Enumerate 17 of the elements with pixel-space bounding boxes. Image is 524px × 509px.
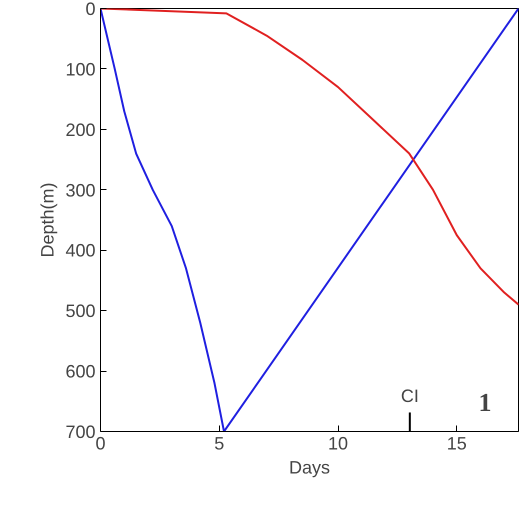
annotation: CI <box>400 386 419 406</box>
y-axis-title: Depth(m) <box>37 182 58 258</box>
line-series <box>100 8 518 432</box>
x-tick-label: 5 <box>214 434 224 454</box>
x-tick-label: 10 <box>328 434 348 454</box>
x-axis-title: Days <box>288 458 330 478</box>
line-series <box>100 8 518 306</box>
y-tick-label: 700 <box>65 422 96 442</box>
y-tick-label: 500 <box>65 301 96 322</box>
x-tick-label: 15 <box>446 434 467 454</box>
y-tick-label: 400 <box>65 240 96 261</box>
y-tick-label: 100 <box>65 59 96 80</box>
y-tick-label: 600 <box>65 362 96 382</box>
y-tick-label: 300 <box>65 180 96 200</box>
annotation: 1 <box>478 388 492 417</box>
y-tick-label: 200 <box>65 120 96 140</box>
y-tick-label: 0 <box>85 0 96 19</box>
